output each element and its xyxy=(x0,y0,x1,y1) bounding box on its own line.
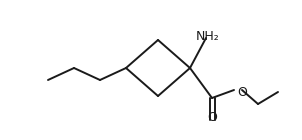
Text: NH₂: NH₂ xyxy=(196,30,220,43)
Text: O: O xyxy=(237,86,247,99)
Text: O: O xyxy=(207,111,217,124)
